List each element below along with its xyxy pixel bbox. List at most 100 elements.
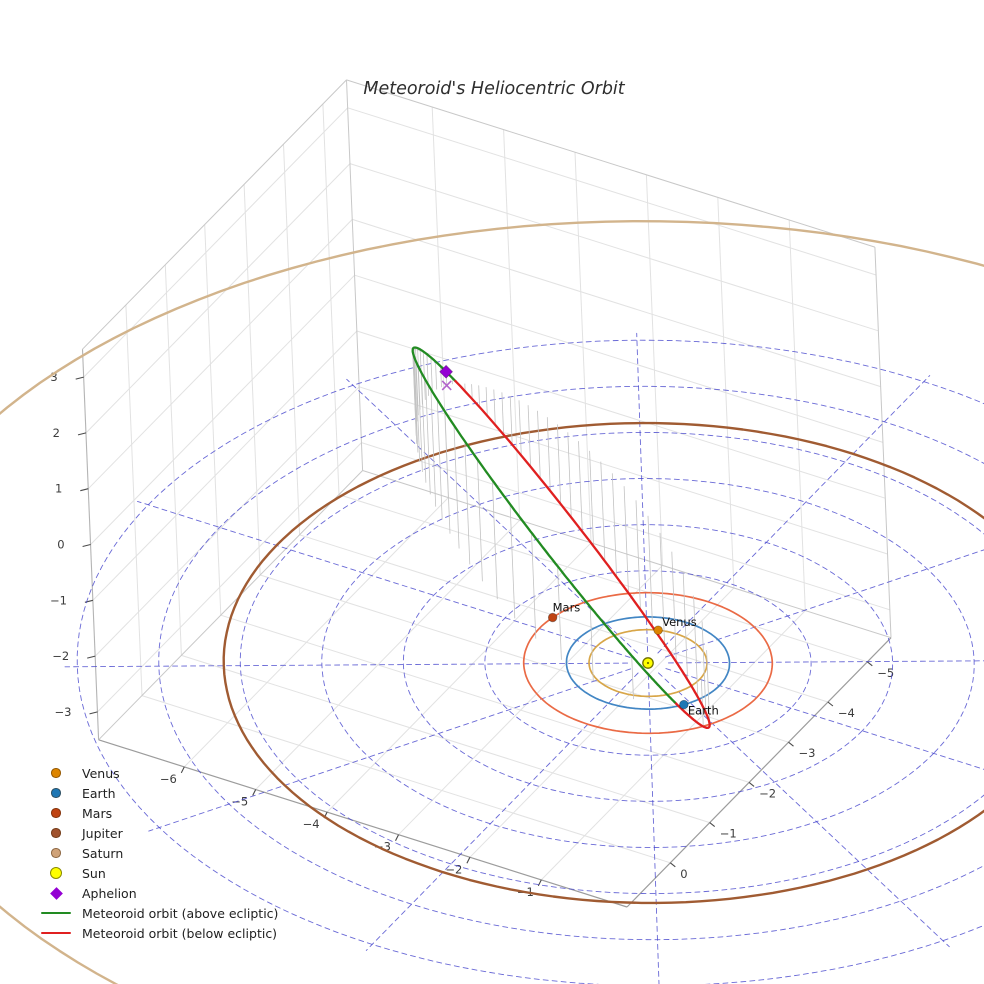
wall-grid-line xyxy=(97,442,362,713)
stem-line xyxy=(557,424,562,505)
stem-line xyxy=(436,399,443,520)
ecliptic-grid-spoke xyxy=(346,378,638,654)
x-tick xyxy=(252,789,257,796)
venus-legend-swatch xyxy=(51,768,61,778)
z-tick-label: 2 xyxy=(53,426,60,440)
aphelion-projection-marker xyxy=(441,380,452,391)
saturn-legend-swatch xyxy=(51,848,61,858)
legend: Venus Earth Mars Jupiter Saturn Sun Aphelion Me… xyxy=(36,763,278,943)
floor-grid-line xyxy=(299,534,829,703)
stem-line xyxy=(567,432,572,518)
mars-legend-swatch xyxy=(51,808,61,818)
z-tick xyxy=(89,711,98,715)
legend-item-mars: Mars xyxy=(36,803,278,823)
y-tick xyxy=(866,661,873,667)
floor-grid-line xyxy=(183,497,449,768)
z-tick xyxy=(84,599,94,603)
stem-line xyxy=(464,441,471,565)
y-tick xyxy=(788,741,794,747)
legend-item-saturn: Saturn xyxy=(36,843,278,863)
legend-swatch-wrap xyxy=(36,808,76,818)
z-tick-label: −3 xyxy=(55,705,72,719)
y-axis-line xyxy=(626,637,892,908)
z-tick-label: 3 xyxy=(50,370,57,384)
floor-grid-line xyxy=(338,494,868,663)
ecliptic-grid-spoke xyxy=(647,674,660,984)
stem-line xyxy=(531,532,537,639)
wall-grid-line xyxy=(90,274,355,545)
meteoroid-orbit-below-ecliptic-legend-swatch xyxy=(41,931,71,935)
legend-item-jupiter: Jupiter xyxy=(36,823,278,843)
legend-swatch-wrap xyxy=(36,788,76,798)
stem-line xyxy=(430,357,433,393)
stem-line xyxy=(693,595,699,698)
ecliptic-grid-spoke xyxy=(64,662,629,668)
stem-line xyxy=(478,385,480,408)
stem-line xyxy=(682,572,688,680)
venus-orbit xyxy=(588,628,708,698)
legend-label: Earth xyxy=(82,785,116,801)
legend-item-meteoroid-orbit-below-ecliptic: Meteoroid orbit (below ecliptic) xyxy=(36,923,278,943)
stem-line xyxy=(647,515,653,627)
stem-line xyxy=(631,655,634,700)
stem-line xyxy=(453,425,460,549)
stem-line xyxy=(701,621,707,713)
box-edge xyxy=(346,79,876,248)
jupiter-orbit xyxy=(222,421,984,905)
wall-grid-line xyxy=(352,218,881,388)
box-edge xyxy=(874,247,892,638)
legend-swatch-wrap xyxy=(36,828,76,838)
stem-line xyxy=(557,566,562,660)
floor-grid-line xyxy=(141,695,671,864)
stem-line xyxy=(413,356,419,453)
wall-grid-line xyxy=(347,107,877,276)
floor-grid-line xyxy=(220,614,750,783)
x-axis-line xyxy=(98,739,628,908)
floor-grid-line xyxy=(255,519,521,790)
mars-label: Mars xyxy=(553,601,581,615)
mars-orbit xyxy=(522,591,774,735)
stem-line xyxy=(518,400,522,456)
stem-line xyxy=(477,459,483,582)
legend-swatch-wrap xyxy=(36,886,76,900)
legend-swatch-wrap xyxy=(36,931,76,935)
stem-line xyxy=(419,349,423,405)
legend-swatch-wrap xyxy=(36,911,76,915)
stem-line xyxy=(578,441,583,532)
legend-item-meteoroid-orbit-above-ecliptic: Meteoroid orbit (above ecliptic) xyxy=(36,903,278,923)
stem-line xyxy=(412,348,417,429)
stem-line xyxy=(485,387,488,416)
stem-line xyxy=(671,551,677,663)
stem-line xyxy=(435,361,438,390)
x-tick xyxy=(466,857,471,864)
ecliptic-grid-spoke xyxy=(658,672,950,948)
y-tick xyxy=(709,822,716,828)
ecliptic-grid-spoke xyxy=(665,668,984,770)
legend-label: Meteoroid orbit (above ecliptic) xyxy=(82,905,279,921)
ecliptic-grid-spoke xyxy=(667,660,984,664)
x-tick xyxy=(180,766,185,774)
ecliptic-grid-circle xyxy=(158,385,984,941)
stem-line xyxy=(589,450,594,547)
sun-center-dot xyxy=(646,661,650,665)
x-tick-label: −4 xyxy=(303,817,320,831)
y-tick-label: −3 xyxy=(799,746,816,760)
meteoroid-orbit-above-ecliptic-legend-swatch xyxy=(41,911,71,915)
mars-marker xyxy=(547,612,558,623)
earth-marker xyxy=(679,699,689,710)
y-tick-label: −2 xyxy=(759,786,776,800)
ecliptic-grid-spoke xyxy=(148,668,631,832)
aphelion-marker xyxy=(439,364,454,379)
stem-line xyxy=(417,348,421,410)
earth-label: Earth xyxy=(688,704,719,718)
wall-grid-line xyxy=(354,274,884,443)
floor-grid-line xyxy=(181,654,710,824)
stem-line xyxy=(611,473,617,578)
floor-grid-line xyxy=(326,542,592,813)
stem-line xyxy=(659,532,665,645)
jupiter-legend-swatch xyxy=(51,828,61,838)
stem-line xyxy=(706,650,711,725)
wall-grid-line xyxy=(92,330,358,601)
stem-line xyxy=(425,380,431,495)
